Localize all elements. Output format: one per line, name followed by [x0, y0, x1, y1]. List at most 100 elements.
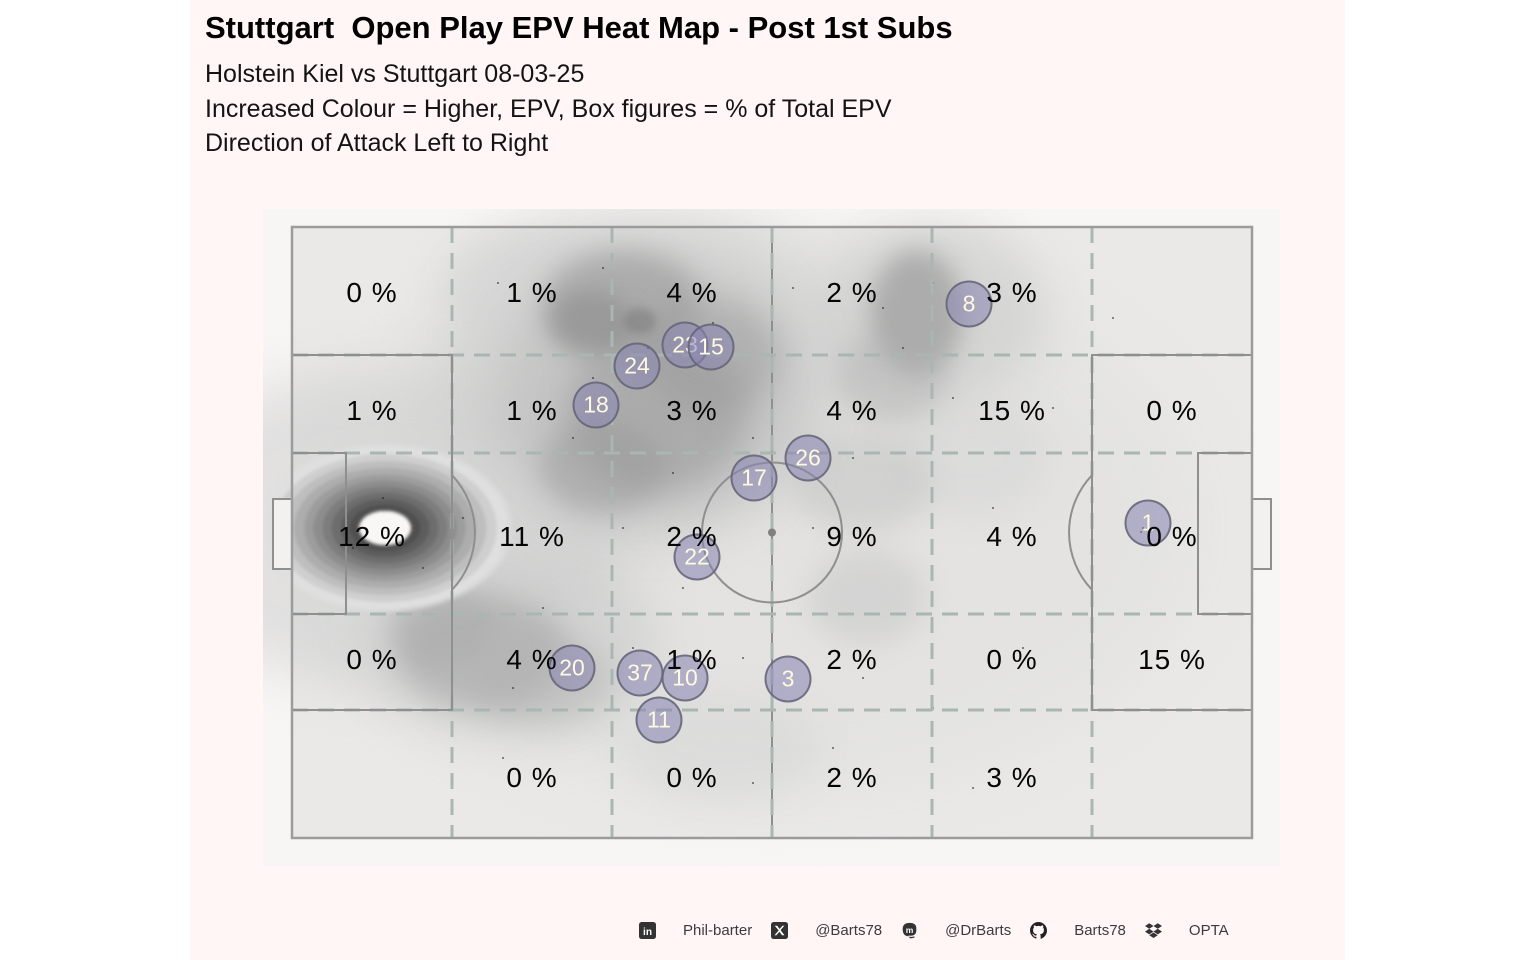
- zone-percent-label: 1 %: [346, 395, 398, 426]
- credit-label: Phil-barter: [683, 922, 753, 939]
- pitch-panel: 8 23 15 24 18 26 17 22 1 20 37 10 11 3 0 % 1 % 4 % 2 % 3 …: [263, 209, 1280, 866]
- chart-subtitle-legend: Increased Colour = Higher, EPV, Box figu…: [205, 95, 892, 123]
- pitch-markings: [272, 225, 1272, 840]
- chart-title: Stuttgart Open Play EPV Heat Map - Post …: [205, 10, 953, 45]
- event-speck: [752, 437, 754, 439]
- zone-percent-label: 2 %: [826, 644, 878, 675]
- zone-percent-label: 0 %: [1146, 521, 1198, 552]
- zone-percent-label: 3 %: [986, 762, 1038, 793]
- event-speck: [542, 607, 544, 609]
- zone-percent-label: 15 %: [1138, 644, 1206, 675]
- event-speck: [812, 527, 814, 529]
- credit-label: OPTA: [1188, 922, 1229, 939]
- event-speck: [742, 657, 744, 659]
- event-speck: [512, 687, 514, 689]
- svg-text:in: in: [643, 927, 652, 938]
- player-bubble: 8: [945, 280, 993, 328]
- zone-percent-label: 4 %: [826, 395, 878, 426]
- zone-percent-label: 3 %: [666, 395, 718, 426]
- event-speck: [852, 457, 854, 459]
- zone-percent-label: 2 %: [826, 762, 878, 793]
- event-speck: [1022, 647, 1024, 649]
- zone-percent-label: 1 %: [506, 277, 558, 308]
- zone-percent-label: 4 %: [506, 644, 558, 675]
- player-bubble: 17: [730, 454, 778, 502]
- event-speck: [832, 747, 834, 749]
- credit-label: @DrBarts: [945, 922, 1012, 939]
- player-bubble: 26: [784, 434, 832, 482]
- zone-percent-label: 2 %: [826, 277, 878, 308]
- event-speck: [497, 282, 499, 284]
- event-speck: [462, 517, 464, 519]
- heat-hotspot-rings: [263, 442, 515, 614]
- event-speck: [352, 547, 354, 549]
- player-bubble: 3: [764, 655, 812, 703]
- zone-percent-label: 4 %: [666, 277, 718, 308]
- pitch-border: [290, 225, 1254, 840]
- player-bubble: 37: [616, 649, 664, 697]
- event-speck: [622, 527, 624, 529]
- event-speck: [952, 397, 954, 399]
- heat-blob: [624, 308, 656, 334]
- heat-blob: [807, 549, 927, 645]
- event-speck: [1052, 407, 1054, 409]
- credits-footer: in Phil-barter @Barts78 m @DrBarts Barts78 OPT…: [639, 922, 1248, 939]
- credit-label: @Barts78: [815, 922, 883, 939]
- event-speck: [752, 782, 754, 784]
- event-speck: [602, 267, 604, 269]
- zone-percent-label: 11 %: [499, 521, 565, 552]
- linkedin-icon: in: [639, 922, 656, 939]
- zone-percent-label: 4 %: [986, 521, 1038, 552]
- left-goal: [272, 498, 293, 570]
- event-speck: [712, 322, 714, 324]
- heat-blob: [836, 331, 948, 423]
- event-speck: [502, 757, 504, 759]
- event-speck: [672, 472, 674, 474]
- event-speck: [1112, 317, 1114, 319]
- event-speck: [902, 347, 904, 349]
- svg-text:m: m: [906, 925, 914, 935]
- right-goal: [1251, 498, 1272, 570]
- player-bubble: 15: [687, 323, 735, 371]
- zone-percent-label: 12 %: [338, 521, 406, 552]
- player-bubble: 20: [548, 644, 596, 692]
- player-bubble: 22: [673, 533, 721, 581]
- event-speck: [392, 657, 394, 659]
- zone-percent-label: 1 %: [666, 644, 718, 675]
- credit-item: Barts78: [1030, 922, 1126, 939]
- event-speck: [882, 307, 884, 309]
- player-bubble: 11: [635, 696, 683, 744]
- zone-percent-label: 0 %: [346, 277, 398, 308]
- zone-percent-label: 0 %: [986, 644, 1038, 675]
- player-bubble: 1: [1124, 499, 1172, 547]
- right-six-yard-box: [1197, 452, 1253, 615]
- event-speck: [682, 587, 684, 589]
- zone-percent-label: 9 %: [826, 521, 878, 552]
- player-bubble: 24: [613, 342, 661, 390]
- zone-percent-label: 3 %: [986, 277, 1038, 308]
- center-spot: [768, 528, 776, 537]
- credit-item: in Phil-barter: [639, 922, 752, 939]
- github-icon: [1030, 922, 1048, 939]
- event-speck: [632, 647, 634, 649]
- credit-item: OPTA: [1144, 922, 1229, 939]
- right-penalty-arc: [1068, 474, 1093, 591]
- zone-percent-label: 1 %: [506, 395, 558, 426]
- x-icon: [771, 922, 789, 939]
- chart-card: Stuttgart Open Play EPV Heat Map - Post …: [190, 0, 1345, 960]
- zone-percent-label: 0 %: [346, 644, 398, 675]
- zone-percent-label: 15 %: [978, 395, 1046, 426]
- event-speck: [972, 787, 974, 789]
- event-speck: [422, 567, 424, 569]
- event-speck: [792, 287, 794, 289]
- zone-percent-label: 0 %: [666, 762, 718, 793]
- dropbox-icon: [1144, 922, 1162, 939]
- event-speck: [572, 437, 574, 439]
- player-bubble: 18: [572, 381, 620, 429]
- event-speck: [862, 677, 864, 679]
- left-penalty-arc: [451, 474, 476, 591]
- event-speck: [992, 507, 994, 509]
- heat-blob: [540, 421, 664, 513]
- player-bubble: 10: [661, 654, 709, 702]
- zone-percent-label: 0 %: [506, 762, 558, 793]
